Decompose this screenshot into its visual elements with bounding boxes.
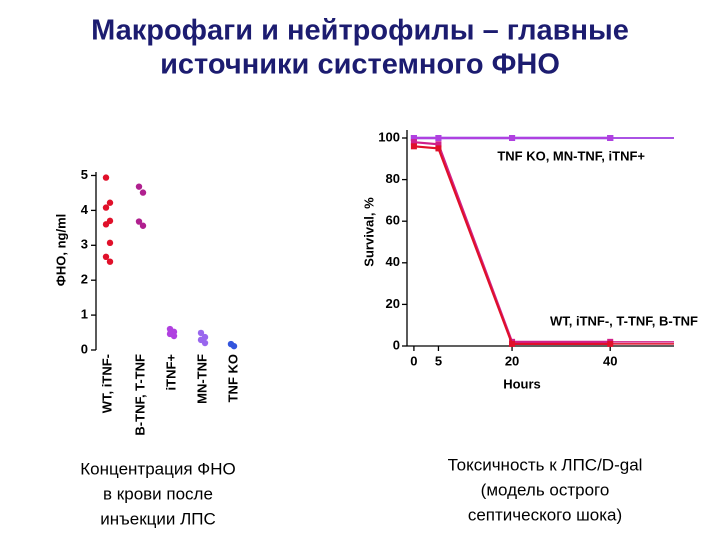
- y-axis-label: Survival, %: [361, 197, 376, 267]
- data-point: [170, 332, 178, 340]
- y-tick-label: 40: [386, 254, 400, 269]
- data-point: [410, 139, 417, 146]
- data-point: [509, 135, 516, 141]
- data-point: [435, 145, 442, 152]
- data-point: [139, 222, 147, 229]
- data-point: [135, 183, 143, 190]
- data-point: [509, 340, 516, 347]
- x-tick-label: 20: [505, 353, 519, 368]
- y-tick-label: 0: [393, 337, 400, 352]
- data-point: [607, 340, 614, 347]
- y-tick-label: 2: [81, 272, 88, 287]
- caption: Концентрация ФНО: [80, 459, 235, 478]
- y-tick-label: 5: [81, 167, 88, 182]
- data-point: [607, 135, 614, 141]
- data-point: [102, 253, 110, 261]
- data-point: [106, 258, 114, 265]
- data-point: [102, 221, 110, 228]
- title: Макрофаги и нейтрофилы – главные: [91, 15, 629, 47]
- data-point: [135, 218, 143, 225]
- data-point: [410, 143, 417, 150]
- annotation: WT, iTNF-, T-TNF, B-TNF: [550, 313, 698, 328]
- x-tick-label: 0: [410, 353, 417, 368]
- caption: инъекции ЛПС: [100, 509, 216, 528]
- caption: септического шока): [468, 505, 622, 524]
- x-tick-label: B-TNF, T-TNF: [132, 354, 147, 436]
- y-tick-label: 60: [386, 213, 400, 228]
- data-point: [201, 339, 209, 347]
- data-point: [106, 239, 114, 247]
- x-tick-label: 5: [435, 353, 442, 368]
- x-axis-label: Hours: [503, 376, 541, 391]
- x-tick-label: TNF KO: [225, 354, 240, 402]
- y-tick-label: 80: [386, 171, 400, 186]
- data-point: [435, 135, 442, 141]
- x-tick-label: MN-TNF: [194, 354, 209, 404]
- annotation: TNF KO, MN-TNF, iTNF+: [497, 148, 645, 163]
- x-tick-label: 40: [603, 353, 617, 368]
- y-tick-label: 1: [81, 307, 88, 322]
- data-point: [106, 199, 114, 206]
- x-tick-label: iTNF+: [163, 354, 178, 391]
- title: источники системного ФНО: [160, 49, 560, 81]
- data-point: [102, 174, 110, 181]
- series-line: [413, 145, 611, 346]
- y-tick-label: 0: [81, 341, 88, 356]
- data-point: [410, 135, 417, 141]
- y-tick-label: 100: [378, 129, 400, 144]
- y-tick-label: 4: [81, 202, 89, 217]
- series-line: [413, 141, 611, 343]
- data-point: [139, 189, 147, 196]
- data-point: [230, 342, 238, 350]
- y-tick-label: 20: [386, 296, 400, 311]
- x-tick-label: WT, iTNF-: [99, 354, 114, 413]
- data-point: [197, 329, 205, 337]
- data-point: [102, 204, 110, 211]
- data-point: [435, 141, 442, 148]
- caption: (модель острого: [481, 480, 610, 499]
- caption: Токсичность к ЛПС/D-gal: [448, 455, 643, 474]
- y-tick-label: 3: [81, 237, 88, 252]
- y-axis-label: ФНО, ng/ml: [53, 214, 68, 286]
- caption: в крови после: [103, 484, 213, 503]
